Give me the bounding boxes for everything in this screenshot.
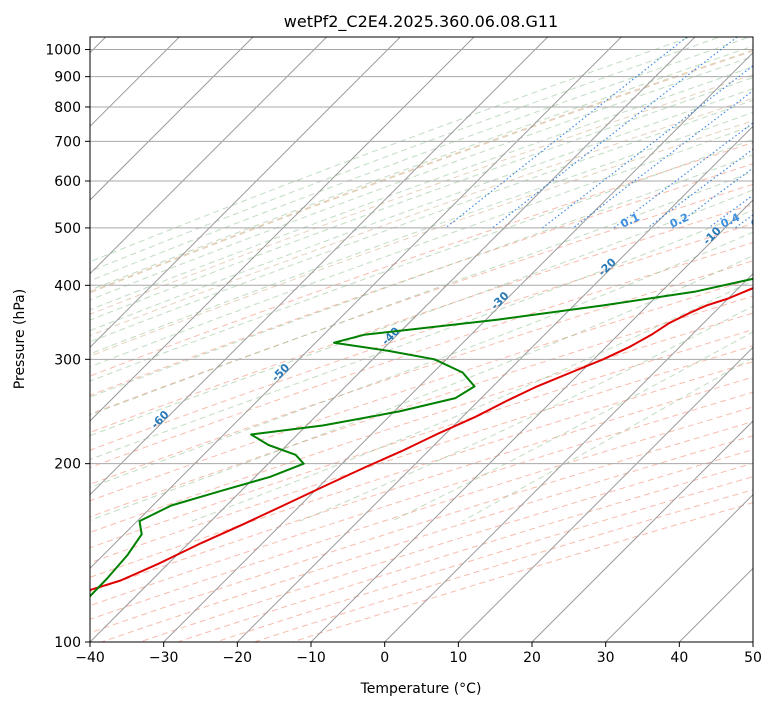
mixing-ratio-line: [445, 37, 688, 229]
moist-adiabat: [90, 88, 753, 332]
plot-area: -100-90-80-70-60-50-40-30-20-100.10.20.4…: [90, 37, 772, 642]
isotherm: [90, 37, 328, 275]
mixing-ratio-lines: [445, 37, 753, 229]
isotherm: [90, 37, 475, 422]
dry-adiabat: [90, 391, 753, 607]
isotherm: [90, 37, 254, 201]
moist-adiabat: [90, 99, 753, 343]
dry-adiabat: [90, 97, 753, 337]
isotherm: [310, 199, 753, 642]
isotherm: [236, 125, 753, 642]
mixing-ratio-line: [542, 65, 753, 229]
x-tick-label: 40: [670, 650, 688, 666]
y-tick-label: 400: [54, 278, 81, 294]
y-tick-label: 900: [54, 70, 81, 86]
moist-adiabats: [90, 37, 753, 522]
mixing-ratio-line: [492, 37, 738, 229]
dry-adiabat: [90, 74, 753, 315]
isotherm: [457, 346, 753, 642]
moist-adiabat: [90, 154, 753, 398]
isotherm: [383, 272, 753, 642]
isobars: [90, 49, 753, 642]
mixing-ratio-line: [613, 122, 753, 229]
x-tick-label: 20: [523, 650, 541, 666]
moist-adiabat: [90, 45, 753, 291]
x-tick-label: 10: [449, 650, 467, 666]
y-axis-label: Pressure (hPa): [12, 289, 28, 389]
isotherm: [604, 493, 753, 642]
x-tick-label: −20: [223, 650, 253, 666]
x-tick-label: 50: [744, 650, 762, 666]
y-tick-label: 800: [54, 100, 81, 116]
isotherm: [90, 37, 549, 496]
dry-adiabat: [90, 295, 753, 518]
sounding-profiles: [90, 277, 753, 598]
moist-adiabat: [391, 331, 753, 522]
moist-adiabat: [90, 255, 753, 521]
isotherm: [90, 37, 623, 570]
moist-adiabat: [90, 189, 753, 437]
y-tick-label: 1000: [45, 43, 81, 59]
temperature-profile: [90, 287, 753, 592]
dry-adiabat: [90, 203, 753, 433]
x-tick-label: −40: [75, 650, 105, 666]
moist-adiabat: [299, 305, 753, 522]
isotherm: [162, 51, 753, 642]
y-tick-label: 200: [54, 457, 81, 473]
isotherm: [90, 37, 696, 642]
y-axis: 100 200 300 400 500 600 700 800 900 1000: [45, 43, 90, 651]
y-tick-label: 600: [54, 174, 81, 190]
dry-adiabat: [90, 241, 753, 469]
x-tick-label: −30: [149, 650, 179, 666]
moist-adiabat: [90, 37, 693, 263]
moist-adiabat: [90, 111, 753, 355]
dry-adiabat: [90, 183, 753, 415]
plot-frame: [89, 36, 754, 643]
dewpoint-profile: [90, 277, 753, 598]
y-tick-label: 100: [54, 635, 81, 651]
isotherm: [531, 420, 753, 642]
moist-adiabat: [90, 37, 751, 282]
dry-adiabat: [90, 278, 753, 502]
y-tick-label: 500: [54, 221, 81, 237]
x-tick-label: 30: [597, 650, 615, 666]
chart-title: wetPf2_C2E4.2025.360.06.08.G11: [284, 12, 558, 32]
mixing-ratio-label: 0.6: [749, 211, 772, 231]
isotherms: [90, 37, 753, 642]
x-axis: −40 −30 −20 −10 0 10 20 30 40 50: [75, 642, 762, 666]
dry-adiabat: [90, 329, 753, 549]
x-tick-label: 0: [380, 650, 389, 666]
x-tick-label: −10: [296, 650, 326, 666]
y-tick-label: 300: [54, 352, 81, 368]
x-axis-label: Temperature (°C): [360, 681, 482, 697]
y-tick-label: 700: [54, 134, 81, 150]
